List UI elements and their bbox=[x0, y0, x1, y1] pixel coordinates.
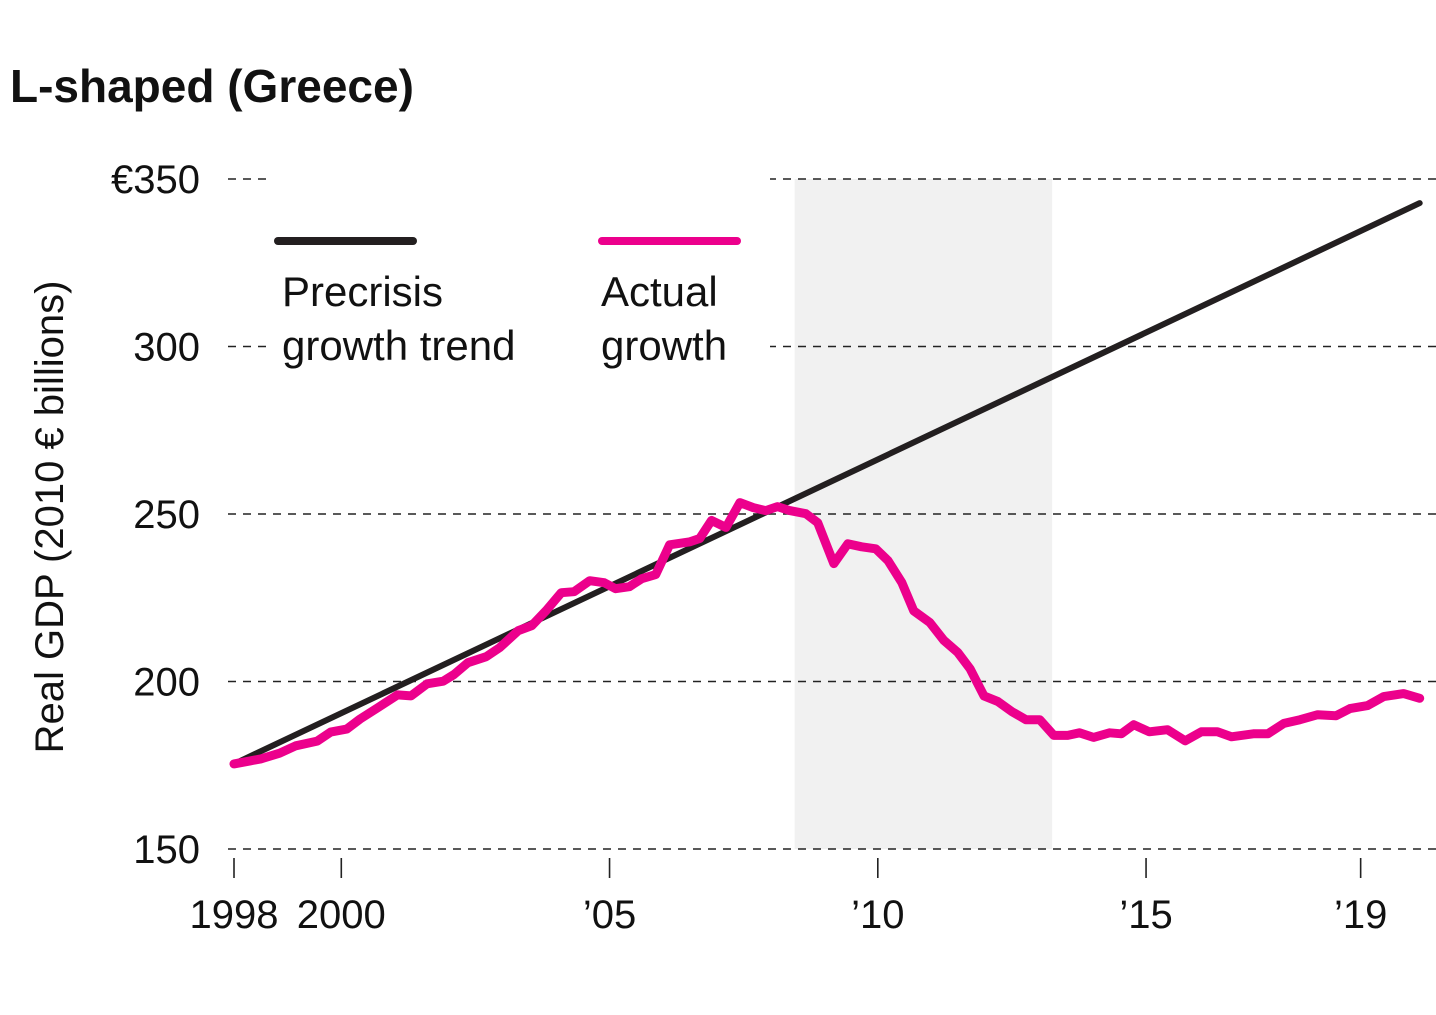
series-line-precrisis-trend bbox=[231, 200, 1423, 767]
legend-background bbox=[270, 170, 770, 380]
y-tick-label-350: €350 bbox=[111, 158, 200, 202]
x-tick-label-2000: 2000 bbox=[297, 893, 386, 937]
chart-title: L-shaped (Greece) bbox=[10, 60, 414, 112]
y-tick-labels: €350 300 250 200 150 bbox=[111, 158, 200, 872]
y-tick-label-200: 200 bbox=[133, 661, 200, 705]
x-tick-label-2015: ’15 bbox=[1119, 893, 1172, 937]
x-tick-label-2019: ’19 bbox=[1334, 893, 1387, 937]
y-tick-label-150: 150 bbox=[133, 828, 200, 872]
legend-label-trend-line2: growth trend bbox=[282, 322, 515, 369]
legend-label-trend-line1: Precrisis bbox=[282, 268, 443, 315]
legend-label-actual-line1: Actual bbox=[601, 268, 718, 315]
legend: Precrisis growth trend Actual growth bbox=[270, 170, 770, 380]
x-tick-label-2005: ’05 bbox=[583, 893, 636, 937]
legend-label-actual-line2: growth bbox=[601, 322, 727, 369]
y-axis-label: Real GDP (2010 € billions) bbox=[28, 281, 72, 754]
x-tick-label-2010: ’10 bbox=[851, 893, 904, 937]
x-tick-label-1998: 1998 bbox=[190, 893, 279, 937]
y-tick-label-300: 300 bbox=[133, 326, 200, 370]
y-tick-label-250: 250 bbox=[133, 493, 200, 537]
series-line-actual-growth bbox=[229, 498, 1425, 769]
series-layer bbox=[229, 200, 1425, 769]
x-axis: 1998 2000 ’05 ’10 ’15 ’19 bbox=[190, 858, 1387, 937]
